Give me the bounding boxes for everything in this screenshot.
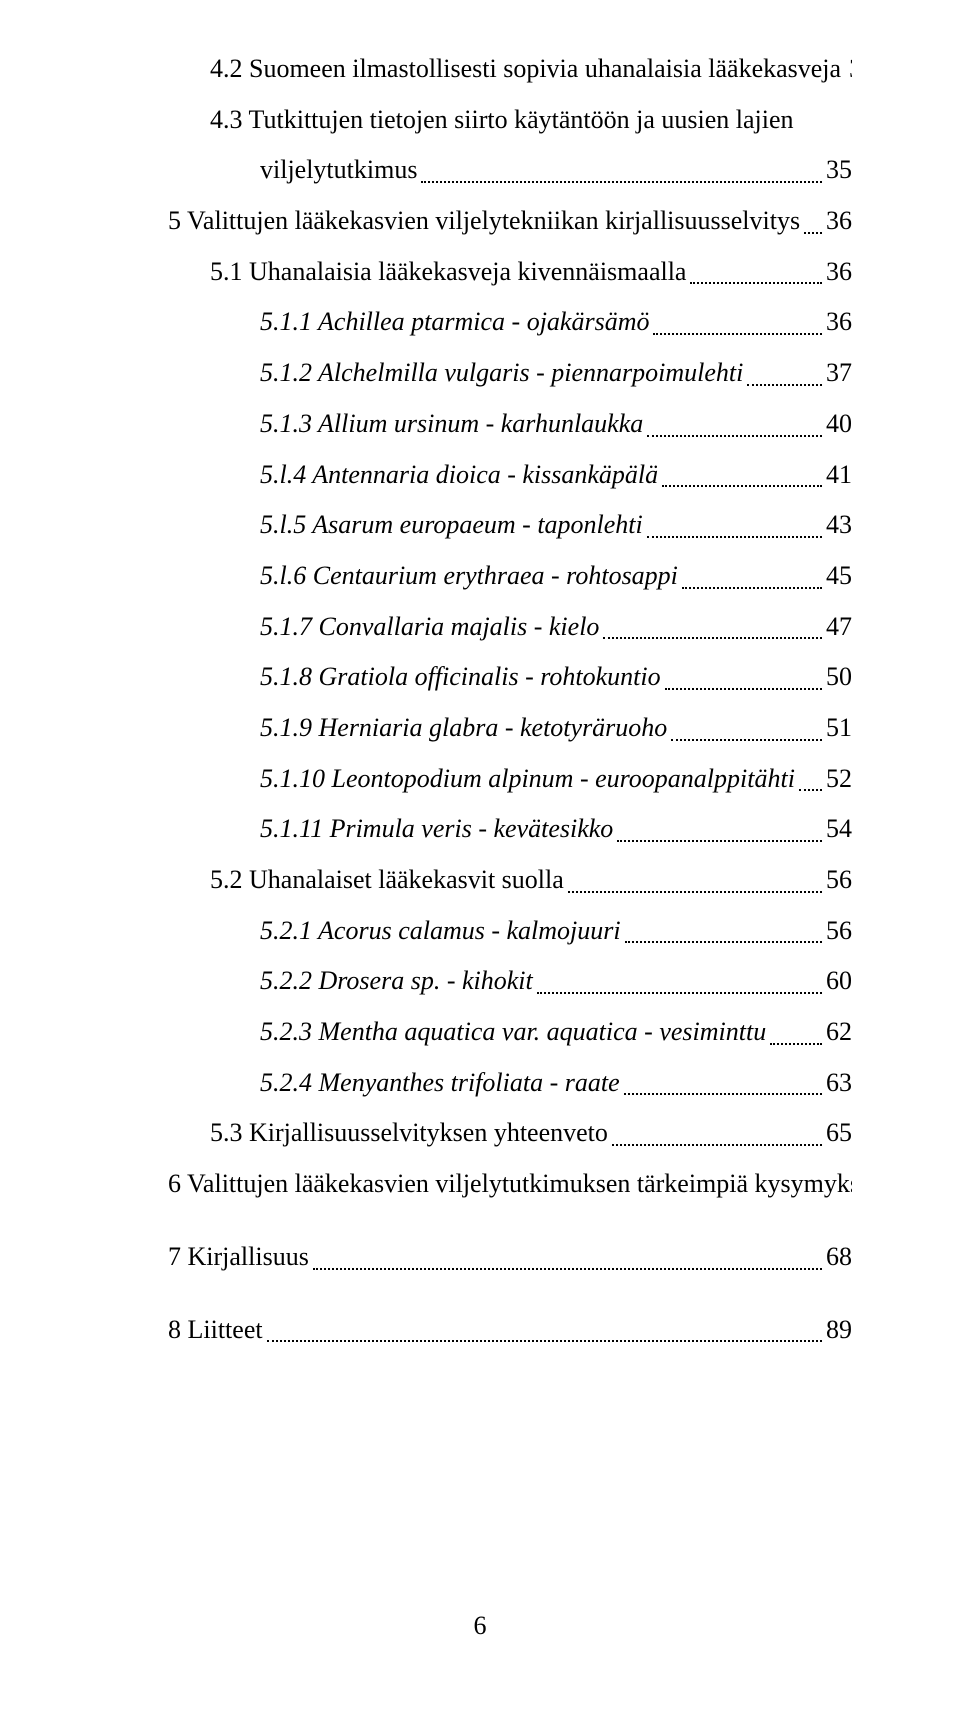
toc-page-number: 34 xyxy=(849,44,852,95)
toc-label: 5 Valittujen lääkekasvien viljelytekniik… xyxy=(168,196,800,247)
toc-label: 5.2.3 Mentha aquatica var. aquatica - ve… xyxy=(260,1007,766,1058)
toc-page-number: 54 xyxy=(826,804,852,855)
toc-label: 5.2.2 Drosera sp. - kihokit xyxy=(260,956,533,1007)
toc-page-number: 36 xyxy=(826,297,852,348)
toc-page-number: 43 xyxy=(826,500,852,551)
toc-page-number: 35 xyxy=(826,145,852,196)
toc-entry: 5.1.7 Convallaria majalis - kielo 47 xyxy=(168,602,852,653)
toc-entry: 5 Valittujen lääkekasvien viljelytekniik… xyxy=(168,196,852,247)
toc-page-number: 68 xyxy=(826,1232,852,1283)
toc-page-number: 56 xyxy=(826,906,852,957)
toc-leader-dots xyxy=(653,333,822,335)
toc-leader-dots xyxy=(568,891,822,893)
toc-entry: 5.2.3 Mentha aquatica var. aquatica - ve… xyxy=(168,1007,852,1058)
toc-page-number: 36 xyxy=(826,196,852,247)
toc-page-number: 51 xyxy=(826,703,852,754)
toc-entry: viljelytutkimus 35 xyxy=(168,145,852,196)
toc-entry: 5.1 Uhanalaisia lääkekasveja kivennäisma… xyxy=(168,247,852,298)
toc-entry: 5.1.2 Alchelmilla vulgaris - piennarpoim… xyxy=(168,348,852,399)
toc-entry: 5.3 Kirjallisuusselvityksen yhteenveto 65 xyxy=(168,1108,852,1159)
toc-label: 6 Valittujen lääkekasvien viljelytutkimu… xyxy=(168,1159,852,1210)
toc-leader-dots xyxy=(647,435,822,437)
toc-entry: 5.1.9 Herniaria glabra - ketotyräruoho 51 xyxy=(168,703,852,754)
toc-leader-dots xyxy=(267,1340,822,1342)
toc-leader-dots xyxy=(671,739,822,741)
toc-label: 5.2 Uhanalaiset lääkekasvit suolla xyxy=(210,855,564,906)
toc-page-number: 60 xyxy=(826,956,852,1007)
toc-entry: 6 Valittujen lääkekasvien viljelytutkimu… xyxy=(168,1159,852,1210)
toc-entry: 8 Liitteet 89 xyxy=(168,1305,852,1356)
toc-entry: 5.2.2 Drosera sp. - kihokit 60 xyxy=(168,956,852,1007)
toc-page-number: 62 xyxy=(826,1007,852,1058)
toc-page-number: 47 xyxy=(826,602,852,653)
toc-leader-dots xyxy=(421,181,822,183)
toc-spacer xyxy=(168,1283,852,1305)
toc-entry: 4.3 Tutkittujen tietojen siirto käytäntö… xyxy=(168,95,852,146)
toc-label: 8 Liitteet xyxy=(168,1305,263,1356)
toc-label: 5.1 Uhanalaisia lääkekasveja kivennäisma… xyxy=(210,247,686,298)
toc-page-number: 63 xyxy=(826,1058,852,1109)
toc-label: viljelytutkimus xyxy=(260,145,417,196)
toc-leader-dots xyxy=(804,232,822,234)
toc-page-number: 89 xyxy=(826,1305,852,1356)
toc-entry: 5.2 Uhanalaiset lääkekasvit suolla 56 xyxy=(168,855,852,906)
toc-page-number: 37 xyxy=(826,348,852,399)
toc-leader-dots xyxy=(537,992,822,994)
toc-label: 5.1.9 Herniaria glabra - ketotyräruoho xyxy=(260,703,667,754)
toc-label: 5.l.5 Asarum europaeum - taponlehti xyxy=(260,500,643,551)
toc-spacer xyxy=(168,1210,852,1232)
toc-label: 5.1.10 Leontopodium alpinum - euroopanal… xyxy=(260,754,795,805)
toc-label: 5.3 Kirjallisuusselvityksen yhteenveto xyxy=(210,1108,608,1159)
toc-page-number: 40 xyxy=(826,399,852,450)
toc-page-number: 36 xyxy=(826,247,852,298)
toc-entry: 5.1.11 Primula veris - kevätesikko 54 xyxy=(168,804,852,855)
toc-label: 5.2.4 Menyanthes trifoliata - raate xyxy=(260,1058,620,1109)
toc-entry: 5.1.8 Gratiola officinalis - rohtokuntio… xyxy=(168,652,852,703)
toc-entry: 5.1.3 Allium ursinum - karhunlaukka 40 xyxy=(168,399,852,450)
page-number: 6 xyxy=(0,1601,960,1652)
toc-entry: 5.1.10 Leontopodium alpinum - euroopanal… xyxy=(168,754,852,805)
toc-entry: 5.l.5 Asarum europaeum - taponlehti 43 xyxy=(168,500,852,551)
toc-leader-dots xyxy=(747,384,822,386)
toc-leader-dots xyxy=(799,789,822,791)
toc-leader-dots xyxy=(313,1268,822,1270)
toc-entry: 7 Kirjallisuus 68 xyxy=(168,1232,852,1283)
toc-page-number: 65 xyxy=(826,1108,852,1159)
toc-page-number: 52 xyxy=(826,754,852,805)
toc-page-number: 45 xyxy=(826,551,852,602)
toc-entry: 5.2.4 Menyanthes trifoliata - raate 63 xyxy=(168,1058,852,1109)
toc-leader-dots xyxy=(682,587,822,589)
toc-label: 5.l.4 Antennaria dioica - kissankäpälä xyxy=(260,450,658,501)
toc-leader-dots xyxy=(612,1144,822,1146)
toc-leader-dots xyxy=(662,485,822,487)
toc-label: 7 Kirjallisuus xyxy=(168,1232,309,1283)
toc-page-number: 56 xyxy=(826,855,852,906)
toc-label: 4.3 Tutkittujen tietojen siirto käytäntö… xyxy=(210,95,794,146)
toc-leader-dots xyxy=(690,282,822,284)
table-of-contents: 4.2 Suomeen ilmastollisesti sopivia uhan… xyxy=(168,44,852,1355)
toc-label: 5.1.11 Primula veris - kevätesikko xyxy=(260,804,613,855)
toc-page-number: 41 xyxy=(826,450,852,501)
toc-page-number: 50 xyxy=(826,652,852,703)
toc-leader-dots xyxy=(624,1093,822,1095)
toc-entry: 5.l.6 Centaurium erythraea - rohtosappi 4… xyxy=(168,551,852,602)
toc-leader-dots xyxy=(770,1043,822,1045)
toc-entry: 5.1.1 Achillea ptarmica - ojakärsämö 36 xyxy=(168,297,852,348)
toc-label: 5.1.2 Alchelmilla vulgaris - piennarpoim… xyxy=(260,348,743,399)
toc-entry: 5.2.1 Acorus calamus - kalmojuuri 56 xyxy=(168,906,852,957)
toc-label: 5.1.7 Convallaria majalis - kielo xyxy=(260,602,599,653)
toc-label: 5.1.1 Achillea ptarmica - ojakärsämö xyxy=(260,297,649,348)
toc-label: 5.1.8 Gratiola officinalis - rohtokuntio xyxy=(260,652,661,703)
toc-leader-dots xyxy=(647,536,822,538)
toc-leader-dots xyxy=(617,840,822,842)
toc-leader-dots xyxy=(665,688,822,690)
toc-entry: 4.2 Suomeen ilmastollisesti sopivia uhan… xyxy=(168,44,852,95)
toc-label: 4.2 Suomeen ilmastollisesti sopivia uhan… xyxy=(210,44,841,95)
toc-label: 5.2.1 Acorus calamus - kalmojuuri xyxy=(260,906,621,957)
toc-leader-dots xyxy=(625,941,822,943)
toc-entry: 5.l.4 Antennaria dioica - kissankäpälä 41 xyxy=(168,450,852,501)
toc-leader-dots xyxy=(603,637,822,639)
toc-label: 5.1.3 Allium ursinum - karhunlaukka xyxy=(260,399,643,450)
toc-label: 5.l.6 Centaurium erythraea - rohtosappi xyxy=(260,551,678,602)
